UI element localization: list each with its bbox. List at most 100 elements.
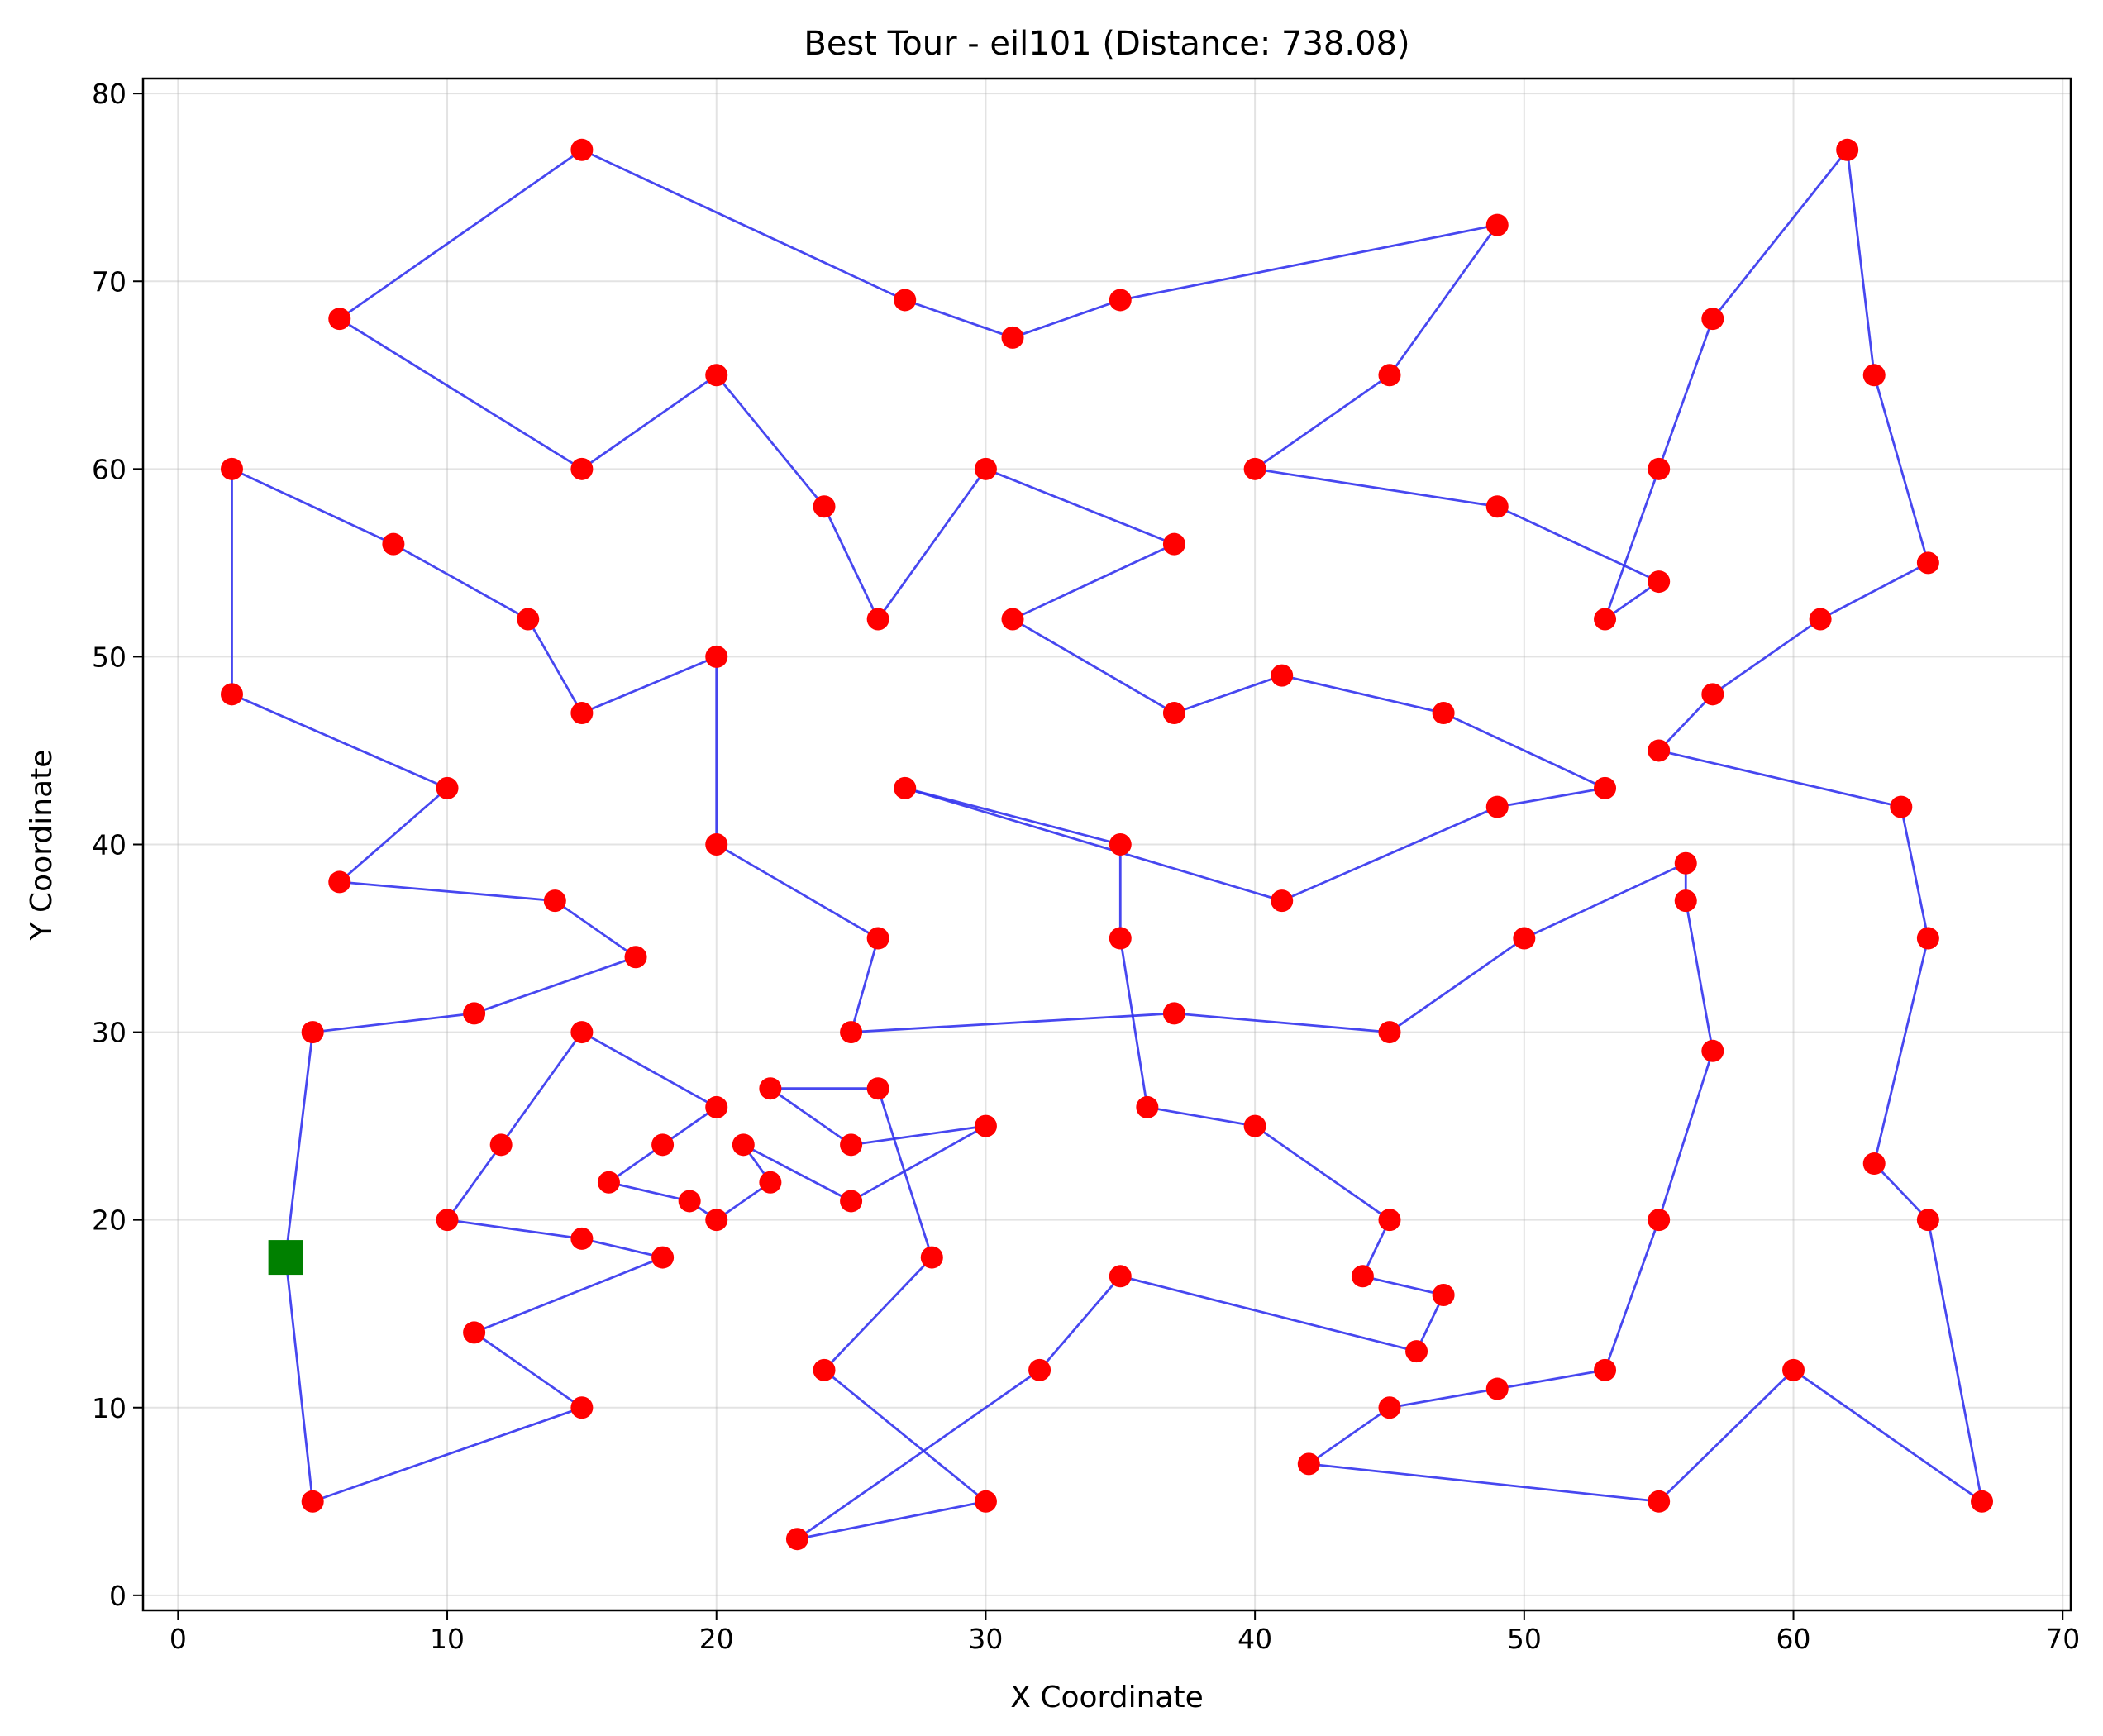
- city-point: [1432, 702, 1455, 725]
- tour-segment: [1362, 1275, 1444, 1296]
- city-point: [866, 927, 889, 950]
- city-point: [920, 1246, 943, 1269]
- tour-segment: [1443, 712, 1606, 789]
- tour-segment: [474, 1256, 664, 1334]
- city-point: [1378, 1209, 1401, 1232]
- city-point: [436, 1209, 459, 1232]
- city-point: [840, 1133, 863, 1157]
- city-point: [1916, 1209, 1939, 1232]
- tour-segment: [823, 1257, 933, 1371]
- tour-segment: [1819, 561, 1929, 621]
- tour-segment: [339, 880, 556, 903]
- city-point: [382, 532, 405, 556]
- city-point: [678, 1190, 701, 1213]
- tour-segment: [608, 1180, 690, 1203]
- tour-segment: [1604, 1219, 1660, 1371]
- city-point: [1648, 1490, 1671, 1513]
- city-point: [1485, 795, 1509, 818]
- city-point: [1594, 608, 1617, 631]
- city-point: [328, 870, 351, 894]
- city-point: [1243, 457, 1266, 480]
- tour-segment: [1119, 1275, 1417, 1352]
- tour-segment: [823, 1369, 987, 1503]
- tour-segment: [1012, 542, 1175, 621]
- city-point: [894, 776, 917, 799]
- city-point: [517, 608, 540, 631]
- city-point: [1890, 795, 1913, 818]
- city-point: [597, 1171, 620, 1194]
- tour-segment: [851, 1012, 1175, 1033]
- city-point: [1378, 364, 1401, 387]
- tour-path: [231, 149, 1983, 1541]
- tour-segment: [1712, 618, 1821, 695]
- tour-segment: [1684, 900, 1714, 1052]
- tour-segment: [581, 656, 718, 714]
- tour-segment: [1389, 937, 1525, 1033]
- city-point: [705, 364, 728, 387]
- tour-segment: [1038, 1275, 1122, 1371]
- x-tick-label: 60: [1776, 1623, 1811, 1655]
- tour-segment: [1174, 1012, 1390, 1033]
- tour-segment: [770, 1087, 852, 1146]
- city-point: [1351, 1265, 1374, 1288]
- plot-frame: [141, 77, 2072, 1612]
- tour-segment: [1927, 1219, 1983, 1502]
- tour-segment: [1147, 1106, 1256, 1128]
- tour-segment: [1309, 1462, 1659, 1503]
- tour-segment: [1118, 937, 1149, 1108]
- tour-segment: [904, 787, 1121, 846]
- city-point: [1001, 326, 1024, 349]
- city-point: [1271, 889, 1294, 913]
- tour-segment: [1872, 937, 1929, 1164]
- city-point: [570, 138, 594, 161]
- tour-segment: [473, 1331, 583, 1409]
- city-point: [974, 457, 997, 480]
- city-point: [1916, 551, 1939, 575]
- tour-segment: [877, 468, 987, 620]
- city-point: [974, 1114, 997, 1137]
- tour-segment: [581, 149, 906, 302]
- tour-segment: [1254, 467, 1498, 508]
- city-point: [220, 457, 243, 480]
- city-point: [759, 1077, 782, 1100]
- y-axis-ticks: 0 10 20 30 40 50 60 70 80: [92, 78, 143, 1612]
- tour-segment: [985, 468, 1175, 546]
- tour-segment: [231, 693, 448, 789]
- city-point: [301, 1490, 324, 1513]
- city-point: [1109, 927, 1132, 950]
- tour-segment: [1389, 1387, 1498, 1409]
- city-point: [1162, 532, 1185, 556]
- city-point: [1648, 739, 1671, 762]
- city-point: [1109, 833, 1132, 856]
- tour-segment: [1872, 374, 1929, 564]
- x-tick-label: 70: [2045, 1623, 2080, 1655]
- x-tick-label: 40: [1237, 1623, 1272, 1655]
- city-point: [436, 776, 459, 799]
- city-point: [570, 1227, 594, 1250]
- tour-segment: [1711, 149, 1848, 320]
- x-tick-label: 10: [430, 1623, 465, 1655]
- city-point: [894, 289, 917, 312]
- y-tick-label: 20: [92, 1204, 126, 1237]
- city-point: [1136, 1095, 1159, 1118]
- city-point: [732, 1133, 755, 1157]
- city-point: [1648, 457, 1671, 480]
- city-point: [1648, 1209, 1671, 1232]
- tour-segment: [904, 787, 1283, 902]
- tour-segment: [284, 1257, 314, 1502]
- city-point: [220, 683, 243, 706]
- tour-segment: [1281, 674, 1444, 714]
- city-point: [1271, 664, 1294, 687]
- tour-segment: [1496, 505, 1660, 583]
- tour-segment: [581, 374, 718, 470]
- city-point: [1028, 1358, 1052, 1381]
- city-point: [1432, 1284, 1455, 1306]
- city-point: [1109, 289, 1132, 312]
- city-point: [1109, 1265, 1132, 1288]
- tour-segment: [231, 468, 394, 546]
- city-point: [1405, 1340, 1428, 1363]
- city-point: [570, 457, 594, 480]
- tour-segment: [284, 1032, 314, 1258]
- tour-segment: [312, 1012, 474, 1033]
- tour-segment: [1657, 693, 1714, 751]
